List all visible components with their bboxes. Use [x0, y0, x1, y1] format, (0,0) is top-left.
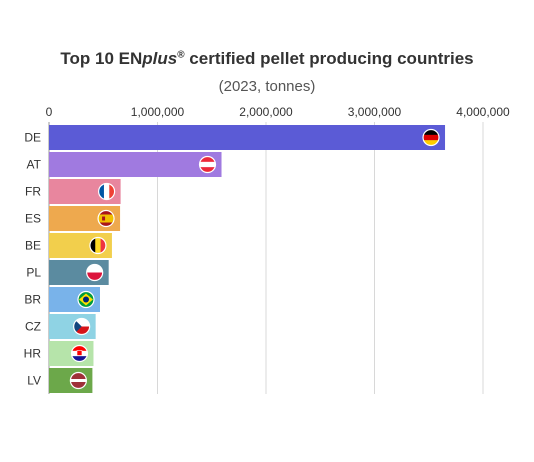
bar-at: [49, 152, 222, 177]
category-label: BR: [24, 293, 41, 307]
bar-de: [49, 125, 446, 150]
czechia-flag-icon: [73, 317, 91, 336]
austria-flag-icon: [198, 155, 217, 174]
x-tick-label: 1,000,000: [131, 105, 185, 119]
x-tick-label: 2,000,000: [239, 105, 293, 119]
category-label: HR: [24, 347, 42, 361]
latvia-flag-icon: [69, 371, 88, 390]
title-plus: plus: [142, 49, 178, 68]
chart-subtitle: (2023, tonnes): [218, 78, 316, 95]
category-label: PL: [26, 266, 41, 280]
category-label: DE: [24, 131, 41, 145]
poland-flag-icon: [86, 263, 104, 282]
chart-title: Top 10 ENplus® certified pellet producin…: [0, 49, 534, 69]
belgium-flag-icon: [89, 236, 107, 255]
category-label: BE: [25, 239, 41, 253]
category-label: ES: [25, 212, 41, 226]
spain-flag-icon: [97, 209, 115, 228]
x-tick-label: 4,000,000: [456, 105, 510, 119]
brazil-flag-icon: [77, 290, 95, 309]
category-label: FR: [25, 185, 41, 199]
title-suffix: certified pellet producing countries: [184, 49, 474, 68]
title-registered-mark: ®: [177, 49, 185, 61]
category-label: AT: [27, 158, 42, 172]
category-label: LV: [27, 374, 41, 388]
category-label: CZ: [25, 320, 41, 334]
croatia-flag-icon: [70, 344, 89, 363]
title-prefix: Top 10 EN: [60, 49, 143, 68]
germany-flag-icon: [422, 128, 440, 147]
france-flag-icon: [98, 182, 116, 201]
x-tick-label: 3,000,000: [348, 105, 402, 119]
x-tick-label: 0: [46, 105, 53, 119]
